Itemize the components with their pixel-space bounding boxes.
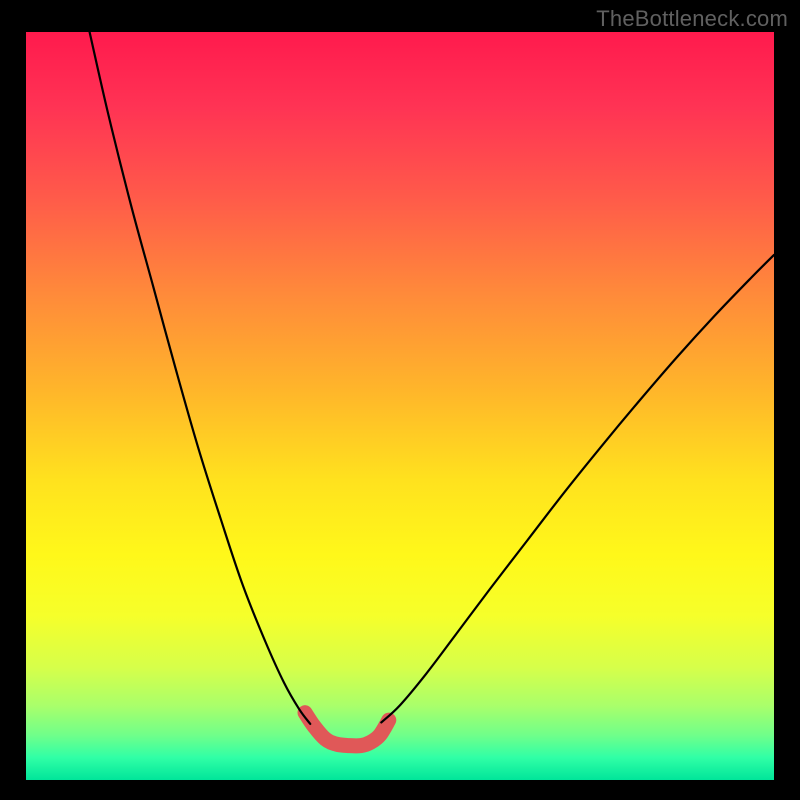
plot-area bbox=[26, 32, 774, 780]
chart-svg bbox=[26, 32, 774, 780]
watermark-text: TheBottleneck.com bbox=[596, 6, 788, 32]
curve-right bbox=[381, 255, 774, 723]
curve-left bbox=[90, 32, 311, 724]
highlight-band bbox=[305, 713, 389, 746]
chart-frame: TheBottleneck.com bbox=[0, 0, 800, 800]
